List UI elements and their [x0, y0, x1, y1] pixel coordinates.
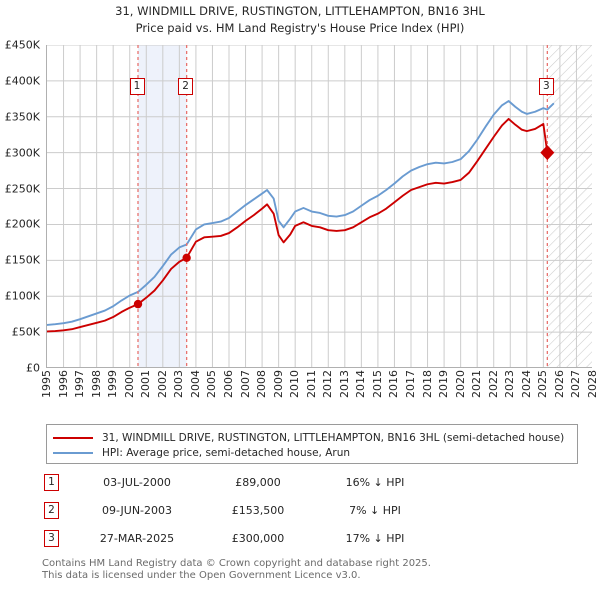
legend-item-hpi: HPI: Average price, semi-detached house,…	[53, 445, 577, 460]
transactions-table: 1 03-JUL-2000 £89,000 16% ↓ HPI 2 09-JUN…	[44, 473, 474, 557]
x-tick-2011: 2011	[304, 370, 318, 398]
chart-legend: 31, WINDMILL DRIVE, RUSTINGTON, LITTLEHA…	[46, 424, 578, 464]
title-line-1: 31, WINDMILL DRIVE, RUSTINGTON, LITTLEHA…	[115, 4, 485, 18]
y-tick-£150K: £150K	[4, 253, 40, 267]
transaction-date-3: 27-MAR-2025	[99, 532, 175, 545]
price-history-line-chart	[47, 45, 592, 367]
transaction-hpi-delta-2: 7% ↓ HPI	[349, 504, 401, 517]
chart-marker-2: 2	[178, 78, 194, 95]
legend-label-hpi: HPI: Average price, semi-detached house,…	[102, 446, 351, 459]
x-tick-2027: 2027	[569, 370, 583, 398]
table-row: 2 09-JUN-2003 £153,500 7% ↓ HPI	[44, 501, 474, 529]
y-tick-£200K: £200K	[4, 217, 40, 231]
x-tick-1999: 1999	[106, 370, 120, 398]
x-tick-1997: 1997	[73, 370, 87, 398]
table-row: 3 27-MAR-2025 £300,000 17% ↓ HPI	[44, 529, 474, 557]
chart-plot-area	[46, 45, 592, 368]
x-tick-2001: 2001	[139, 370, 153, 398]
transaction-index-1: 1	[44, 474, 59, 491]
y-tick-£450K: £450K	[4, 38, 40, 52]
x-tick-2023: 2023	[503, 370, 517, 398]
title-line-2: Price paid vs. HM Land Registry's House …	[135, 21, 465, 35]
x-tick-2000: 2000	[122, 370, 136, 398]
x-tick-2008: 2008	[255, 370, 269, 398]
transaction-price-2: £153,500	[231, 504, 285, 517]
y-tick-£250K: £250K	[4, 182, 40, 196]
x-tick-2012: 2012	[321, 370, 335, 398]
x-tick-1998: 1998	[89, 370, 103, 398]
x-tick-2007: 2007	[238, 370, 252, 398]
x-tick-2016: 2016	[387, 370, 401, 398]
x-tick-2013: 2013	[337, 370, 351, 398]
legend-item-property: 31, WINDMILL DRIVE, RUSTINGTON, LITTLEHA…	[53, 430, 577, 445]
x-tick-2019: 2019	[437, 370, 451, 398]
y-tick-£400K: £400K	[4, 74, 40, 88]
x-tick-2010: 2010	[288, 370, 302, 398]
y-axis-labels: £0 £50K £100K £150K £200K £250K £300K £350K £400…	[0, 39, 44, 375]
footer-line-2: This data is licensed under the Open Gov…	[42, 570, 361, 581]
y-tick-£300K: £300K	[4, 146, 40, 160]
footer-attribution: Contains HM Land Registry data © Crown c…	[42, 558, 582, 582]
x-tick-2020: 2020	[453, 370, 467, 398]
transaction-price-3: £300,000	[231, 532, 285, 545]
x-tick-1995: 1995	[40, 370, 53, 398]
x-tick-2002: 2002	[155, 370, 169, 398]
x-tick-2017: 2017	[404, 370, 417, 398]
x-tick-2004: 2004	[188, 370, 202, 398]
x-tick-2028: 2028	[586, 370, 599, 398]
y-tick-£50K: £50K	[11, 325, 40, 339]
page-title: 31, WINDMILL DRIVE, RUSTINGTON, LITTLEHA…	[0, 3, 600, 37]
footer-line-1: Contains HM Land Registry data © Crown c…	[42, 558, 431, 569]
y-tick-£350K: £350K	[4, 110, 40, 124]
x-tick-2009: 2009	[271, 370, 285, 398]
y-tick-£0: £0	[26, 361, 40, 375]
x-tick-1996: 1996	[56, 370, 70, 398]
table-row: 1 03-JUL-2000 £89,000 16% ↓ HPI	[44, 473, 474, 501]
transaction-date-2: 09-JUN-2003	[101, 504, 173, 517]
chart-marker-1: 1	[129, 78, 145, 95]
x-tick-2024: 2024	[519, 370, 533, 398]
x-tick-2006: 2006	[222, 370, 235, 398]
transaction-index-2: 2	[44, 502, 59, 519]
x-tick-2025: 2025	[536, 370, 550, 398]
transaction-hpi-delta-1: 16% ↓ HPI	[345, 476, 405, 489]
x-tick-2003: 2003	[172, 370, 186, 398]
x-tick-2005: 2005	[205, 370, 219, 398]
legend-label-property: 31, WINDMILL DRIVE, RUSTINGTON, LITTLEHA…	[102, 431, 565, 444]
transaction-price-1: £89,000	[235, 476, 281, 489]
x-tick-2018: 2018	[420, 370, 434, 398]
x-axis-labels: 1995 1996 1997 1998 1999 2000 2001 2002 2003 2004…	[40, 370, 599, 418]
x-tick-2022: 2022	[486, 370, 500, 398]
chart-marker-3: 3	[538, 78, 554, 95]
x-tick-2026: 2026	[552, 370, 566, 398]
transaction-index-3: 3	[44, 530, 59, 547]
transaction-date-1: 03-JUL-2000	[103, 476, 171, 489]
y-tick-£100K: £100K	[4, 289, 40, 303]
transaction-hpi-delta-3: 17% ↓ HPI	[345, 532, 405, 545]
legend-swatch-hpi	[53, 451, 93, 454]
x-tick-2015: 2015	[370, 370, 384, 398]
x-tick-2014: 2014	[354, 370, 368, 398]
legend-swatch-property	[53, 436, 93, 439]
x-tick-2021: 2021	[470, 370, 484, 398]
